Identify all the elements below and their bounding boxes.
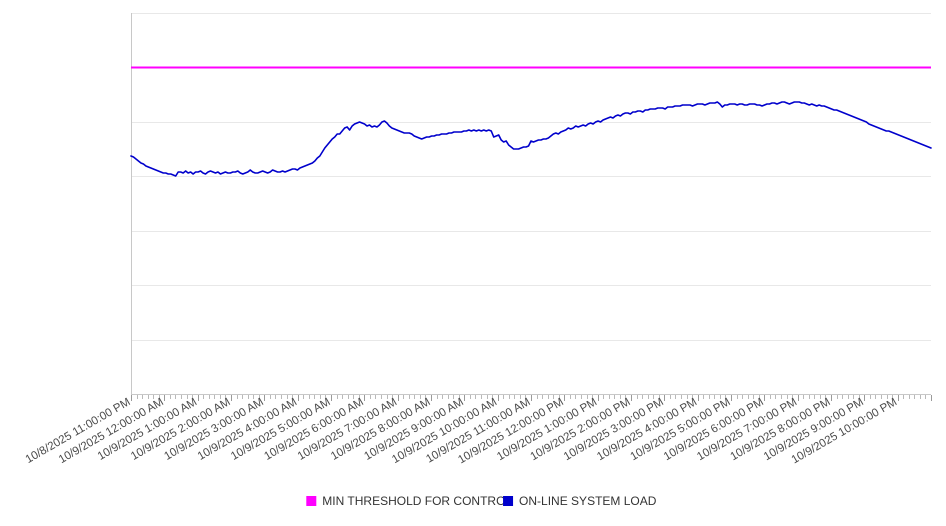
gridlines-group xyxy=(131,13,931,341)
x-axis-ticks xyxy=(131,395,932,401)
series-load-group xyxy=(130,101,932,177)
legend-group: MIN THRESHOLD FOR CONTROL ON-LINE SYSTEM … xyxy=(306,494,657,508)
legend-label: ON-LINE SYSTEM LOAD xyxy=(519,494,657,508)
axis-group xyxy=(131,13,931,395)
legend-swatch xyxy=(503,496,514,506)
legend-label: MIN THRESHOLD FOR CONTROL xyxy=(322,494,512,508)
legend-swatch xyxy=(306,496,317,506)
series-line-on-line-system-load xyxy=(130,101,932,177)
